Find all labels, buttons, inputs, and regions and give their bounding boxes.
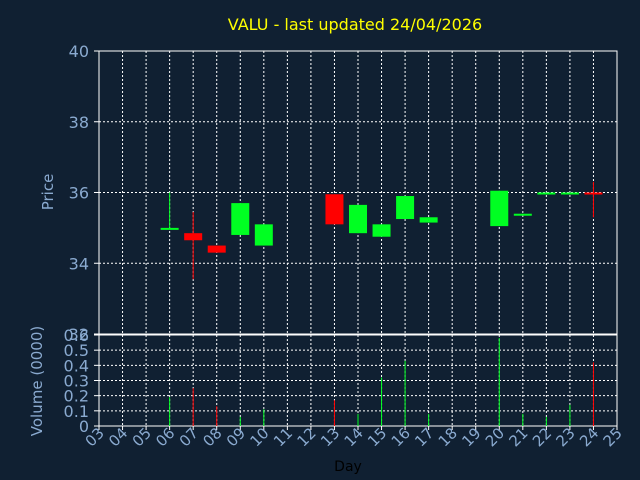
price-tick-label: 32 — [69, 325, 89, 344]
candle-body — [160, 227, 179, 230]
price-panel: 32 34 36 38 40 — [69, 42, 618, 344]
volume-tick-label: 0.2 — [64, 387, 89, 406]
candle-body — [349, 204, 367, 234]
price-tick-label: 36 — [69, 184, 89, 203]
volume-axis-label: Volume (0000) — [28, 326, 46, 436]
x-axis: 0304050607080910111213141516171819202122… — [82, 424, 626, 450]
candle-body — [396, 196, 415, 220]
price-axis-label: Price — [39, 174, 57, 211]
candle-body — [184, 233, 203, 241]
candle-body — [490, 190, 509, 227]
volume-tick-label: 0.6 — [64, 326, 89, 345]
volume-tick-label: 0.5 — [64, 341, 89, 360]
candle-body — [325, 194, 344, 225]
candle-body — [513, 213, 532, 216]
price-tick-label: 34 — [69, 254, 89, 273]
volume-tick-label: 0 — [79, 417, 89, 436]
volume-tick-label: 0.3 — [64, 372, 89, 391]
volume-tick-label: 0.1 — [64, 402, 89, 421]
candle-body — [254, 224, 273, 246]
candle-body — [207, 245, 226, 253]
candle-body — [560, 192, 579, 195]
volume-panel: 00.10.20.30.40.50.6 — [64, 326, 618, 436]
candle-body — [584, 192, 603, 195]
candle-body — [537, 192, 556, 195]
candle-body — [231, 203, 250, 235]
candle-body — [372, 224, 391, 237]
volume-tick-label: 0.4 — [64, 356, 89, 375]
chart-title: VALU - last updated 24/04/2026 — [228, 15, 482, 34]
x-axis-label: Day — [334, 459, 362, 475]
price-tick-label: 40 — [69, 42, 89, 61]
price-tick-label: 38 — [69, 113, 89, 132]
candle-body — [419, 217, 438, 223]
